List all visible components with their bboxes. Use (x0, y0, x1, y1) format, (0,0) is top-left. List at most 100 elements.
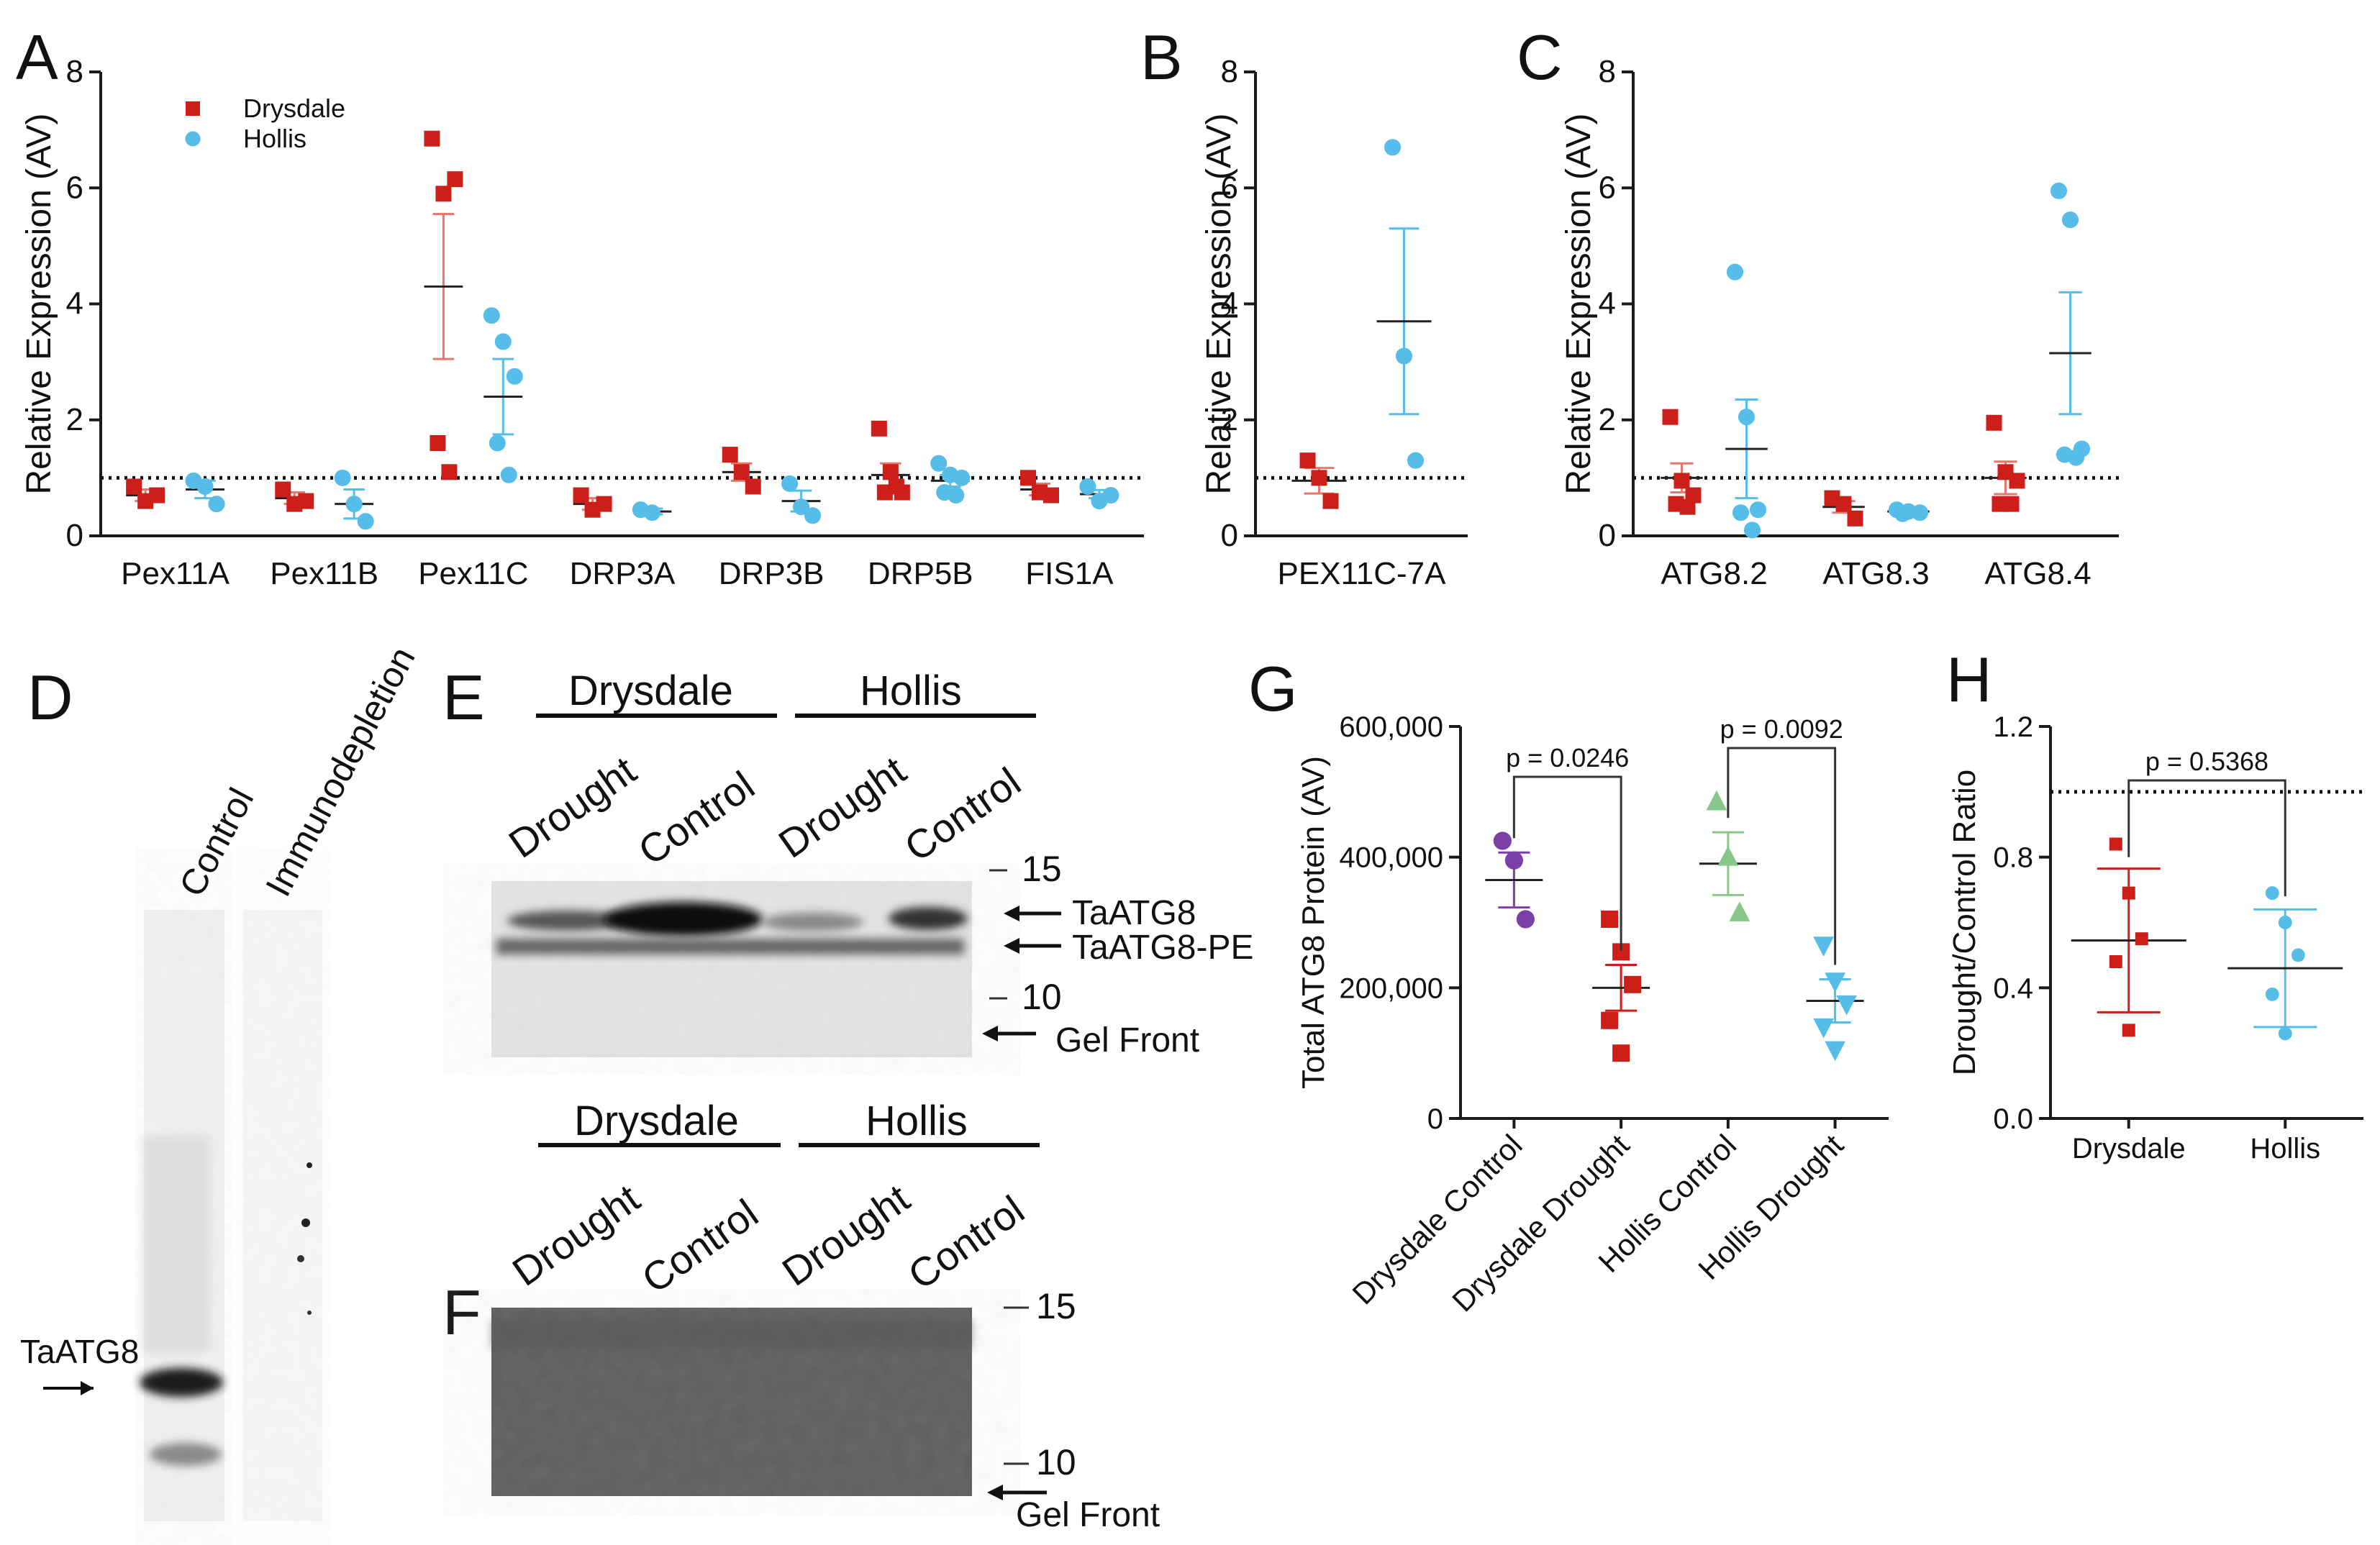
y-tick-label: 200,000 (1339, 972, 1443, 1004)
data-point (2135, 932, 2148, 946)
data-point (357, 513, 374, 530)
y-axis-title: Relative Expression (AV) (20, 114, 58, 495)
data-point (126, 478, 142, 495)
p-value-label: p = 0.0246 (1506, 743, 1629, 772)
blot-f-lane-4: Control (900, 1187, 1032, 1298)
data-point (1706, 790, 1727, 811)
panel-label-e: E (442, 662, 485, 733)
blot-e-marker-10: 10 (1022, 977, 1062, 1017)
blot-f-marker-10: 10 (1036, 1442, 1076, 1482)
data-point (1894, 505, 1912, 522)
data-point (745, 478, 761, 495)
p-value-label: p = 0.5368 (2145, 747, 2268, 776)
data-point (1624, 975, 1642, 993)
blot-f-marker-15: 15 (1036, 1286, 1076, 1326)
data-point (1825, 1041, 1846, 1062)
significance-bracket (2127, 779, 2286, 897)
data-point (441, 464, 458, 480)
data-point (1673, 473, 1690, 489)
blot-e-lane-4: Control (896, 759, 1029, 870)
data-point (1813, 936, 1835, 957)
y-tick-label: 0 (66, 518, 83, 553)
data-point (2291, 948, 2305, 962)
data-point (804, 507, 822, 524)
x-category-label: DRP5B (868, 556, 973, 591)
blot-d-lane-label-control: Control (171, 782, 261, 903)
data-point (1732, 504, 1750, 521)
data-point (435, 186, 452, 202)
data-point (1825, 972, 1846, 993)
data-point (489, 434, 506, 452)
data-point (2122, 886, 2135, 900)
p-value-label: p = 0.0092 (1720, 714, 1843, 744)
data-point (1516, 910, 1535, 929)
x-category-label: Drysdale (2072, 1133, 2186, 1165)
blot-f-group-hollis: Hollis (866, 1098, 968, 1144)
y-tick-label: 6 (66, 170, 83, 205)
data-point (483, 307, 500, 324)
data-point (1384, 139, 1402, 156)
data-point (722, 447, 738, 463)
data-point (500, 466, 517, 483)
blot-e-marker-15: 15 (1022, 849, 1062, 889)
blot-e-group-drysdale: Drysdale (568, 667, 733, 714)
panel-label-c: C (1517, 22, 1563, 93)
data-point (1079, 478, 1096, 496)
data-point (2003, 496, 2020, 512)
blot-e-arrow-taatg8: TaATG8 (1072, 894, 1196, 932)
data-point (149, 487, 165, 503)
data-point (781, 475, 799, 492)
data-point (2278, 916, 2292, 929)
data-point (1986, 414, 2002, 431)
data-point (1729, 901, 1750, 921)
blot-e-lane-1: Drought (501, 747, 645, 867)
y-tick-label: 0.8 (1993, 842, 2033, 874)
x-category-label: Drysdale Drought (1445, 1128, 1636, 1318)
data-point (1847, 510, 1863, 527)
x-category-label: DRP3A (570, 556, 676, 591)
data-point (2278, 1026, 2292, 1041)
y-tick-label: 8 (66, 54, 83, 89)
x-category-label: DRP3B (719, 556, 825, 591)
blot-e-arrow-taatg8-pe: TaATG8-PE (1072, 929, 1254, 967)
data-point (424, 130, 440, 147)
data-point (2265, 987, 2279, 1001)
data-point (2109, 955, 2122, 968)
data-point (1311, 470, 1327, 486)
panel-label-f: F (442, 1277, 481, 1348)
data-point (2009, 473, 2025, 489)
y-tick-label: 0.4 (1993, 972, 2033, 1004)
y-tick-label: 8 (1599, 54, 1616, 89)
blot-f: Drysdale Hollis Drought Control Drought … (491, 1098, 1160, 1534)
y-axis-title: Relative Expression (AV) (1200, 114, 1238, 495)
blot-e-lane-2: Control (630, 762, 763, 874)
x-category-label: Pex11B (270, 556, 378, 591)
x-category-label: Pex11C (418, 556, 528, 591)
panel-label-g: G (1248, 653, 1297, 724)
significance-bracket (1512, 775, 1622, 951)
legend-marker (185, 131, 201, 147)
significance-bracket (1727, 747, 1837, 965)
panel-label-a: A (16, 22, 58, 93)
data-point (2265, 886, 2279, 901)
data-point (1743, 521, 1761, 539)
x-category-label: ATG8.3 (1822, 556, 1929, 591)
data-point (1020, 470, 1036, 486)
x-category-label: Hollis (2250, 1133, 2320, 1165)
data-point (1043, 487, 1059, 503)
legend-label: Drysdale (243, 94, 345, 123)
data-point (208, 496, 225, 513)
chart-b: 0 2 4 6 8 Relative Expression (AV) PEX11C-7A (1200, 54, 1468, 591)
data-point (1612, 1044, 1630, 1062)
y-tick-label: 0 (1599, 518, 1616, 553)
data-point (430, 435, 446, 451)
blot-f-arrow-gel-front: Gel Front (1016, 1496, 1160, 1534)
data-point (1749, 501, 1767, 519)
data-point (2067, 449, 2085, 466)
y-tick-label: 4 (66, 286, 83, 322)
data-point (1738, 409, 1756, 426)
data-point (1835, 496, 1852, 512)
data-point (930, 455, 948, 472)
